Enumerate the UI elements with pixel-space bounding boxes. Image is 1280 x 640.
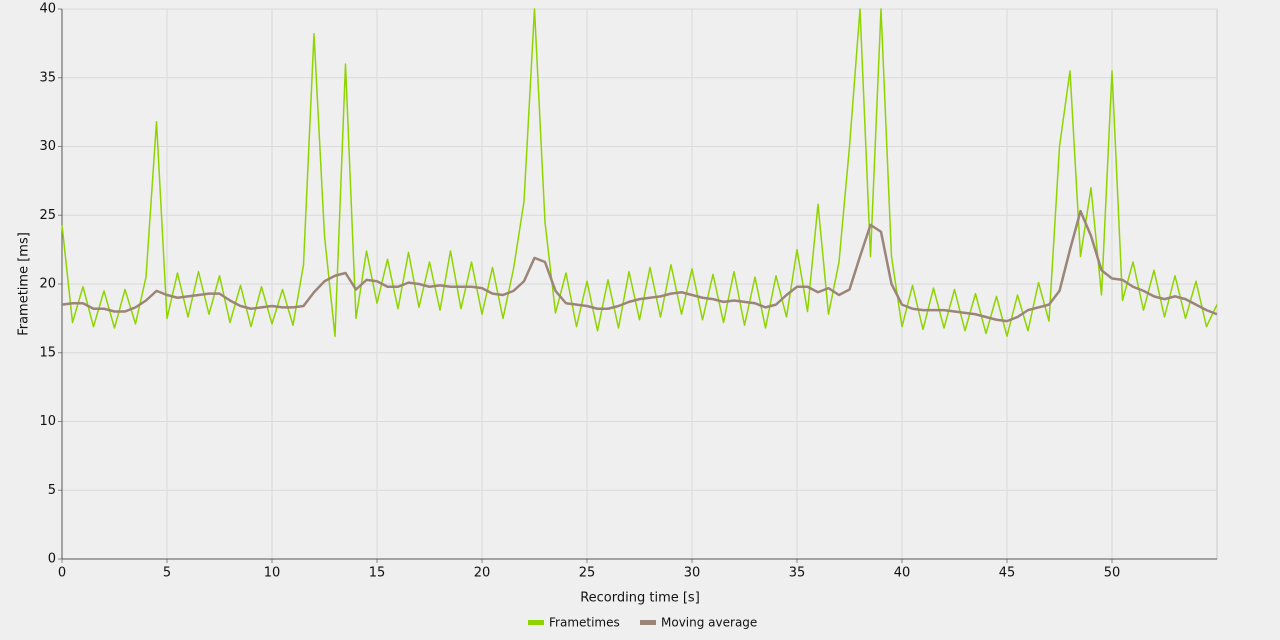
x-tick-label: 35 [789,566,806,581]
x-tick-label: 50 [1104,566,1121,581]
legend-swatch [640,620,656,625]
series-line [61,209,1218,323]
x-axis-label: Recording time [s] [580,591,700,606]
x-tick-label: 45 [999,566,1016,581]
legend-label: Frametimes [549,616,620,630]
y-tick-label: 0 [48,552,56,567]
y-tick-label: 30 [39,139,56,154]
x-tick-label: 25 [579,566,596,581]
x-tick-label: 5 [163,566,171,581]
legend-label: Moving average [661,616,757,630]
y-axis-label: Frametime [ms] [17,232,32,336]
x-tick-label: 40 [894,566,911,581]
y-tick-label: 25 [39,208,56,223]
legend-swatch [528,620,544,625]
x-tick-label: 30 [684,566,701,581]
x-tick-label: 0 [58,566,66,581]
y-tick-label: 15 [39,345,56,360]
x-tick-label: 20 [474,566,491,581]
y-tick-label: 35 [39,70,56,85]
series-line [61,8,1218,337]
x-tick-label: 15 [369,566,386,581]
y-tick-label: 20 [39,277,56,292]
y-tick-label: 5 [48,483,56,498]
y-tick-label: 10 [39,414,56,429]
x-tick-label: 10 [264,566,281,581]
y-tick-label: 40 [39,2,56,17]
